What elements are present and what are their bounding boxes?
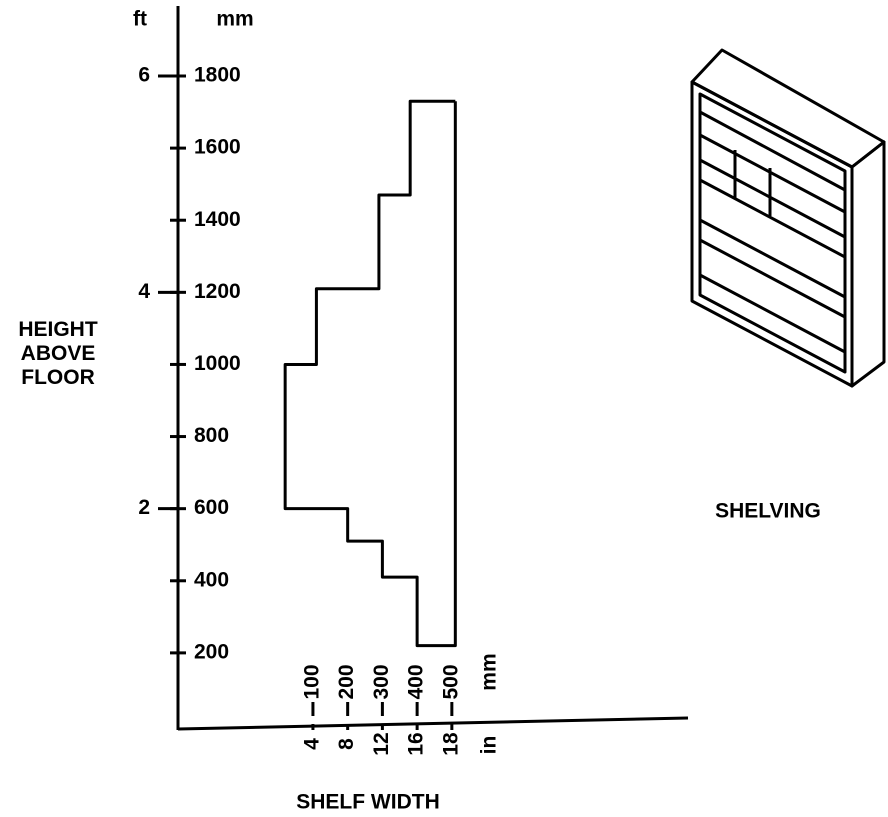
- y-tick-label: 600: [194, 496, 229, 519]
- y-tick-label: 200: [194, 640, 229, 663]
- shelf-board: [700, 160, 845, 237]
- x-tick-label: 300: [370, 664, 393, 699]
- x-tick-label: 200: [335, 664, 358, 699]
- x-axis-label: SHELF WIDTH: [296, 791, 439, 814]
- shelf-top: [692, 50, 884, 167]
- x2-tick-label: 16: [405, 732, 428, 755]
- shelf-board: [700, 135, 845, 212]
- x-unit: mm: [478, 653, 501, 690]
- x-tick-label: 400: [405, 664, 428, 699]
- x-tick-label: 500: [439, 664, 462, 699]
- shelf-side: [852, 142, 884, 386]
- x-axis: [178, 718, 688, 729]
- x2-unit: in: [478, 736, 501, 755]
- y-tick-label: 1200: [194, 280, 241, 303]
- y-tick-label: 1600: [194, 136, 241, 159]
- width-profile: [285, 101, 455, 645]
- shelf-front: [692, 82, 852, 386]
- y-axis-label-line: ABOVE: [21, 342, 96, 365]
- shelving-illustration: [692, 50, 884, 386]
- x2-tick-label: 18: [439, 732, 462, 756]
- x2-tick-label: 12: [370, 732, 393, 755]
- caption: SHELVING: [715, 500, 821, 523]
- y-tick-label: 400: [194, 568, 229, 591]
- y2-tick-label: 6: [138, 64, 150, 87]
- y-unit: mm: [216, 8, 253, 31]
- y-axis-label-line: FLOOR: [21, 366, 95, 389]
- x2-tick-label: 8: [335, 738, 358, 750]
- y-tick-label: 1800: [194, 64, 241, 87]
- shelf-board: [700, 180, 845, 257]
- y-tick-label: 1000: [194, 352, 241, 375]
- y2-tick-label: 2: [138, 496, 150, 519]
- chart: ft mm HEIGHTABOVEFLOOR SHELF WIDTH mm in…: [0, 0, 888, 817]
- x2-tick-label: 4: [300, 738, 323, 750]
- y-tick-label: 1400: [194, 208, 241, 231]
- y2-unit: ft: [133, 8, 147, 31]
- y2-tick-label: 4: [138, 280, 150, 303]
- y-tick-label: 800: [194, 424, 229, 447]
- x-tick-label: 100: [300, 664, 323, 699]
- y-axis-label-line: HEIGHT: [18, 318, 98, 341]
